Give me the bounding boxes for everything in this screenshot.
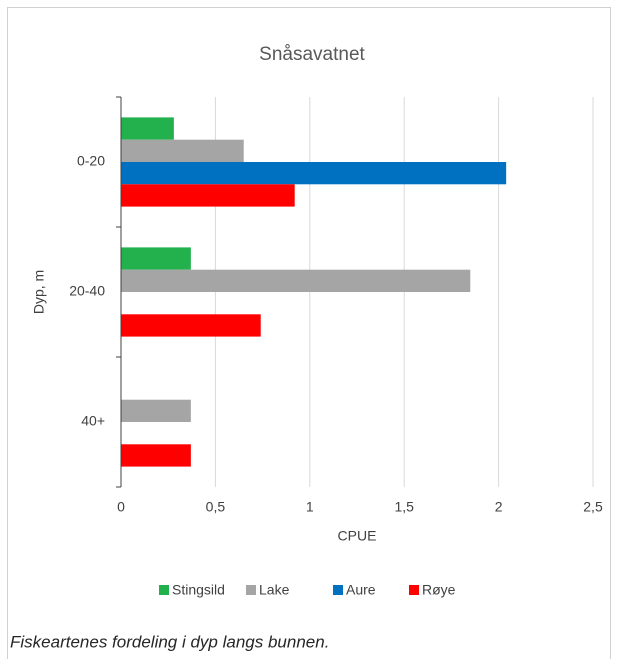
x-tick-label: 1,5: [394, 499, 414, 515]
bar: [121, 117, 174, 140]
legend-swatch: [409, 585, 419, 595]
x-tick-label: 0: [117, 499, 125, 515]
caption: Fiskeartenes fordeling i dyp langs bunne…: [10, 632, 329, 651]
x-tick-label: 2,5: [583, 499, 603, 515]
y-tick-label: 0-20: [77, 153, 105, 169]
legend-label: Aure: [346, 582, 376, 598]
y-tick-label: 40+: [81, 413, 105, 429]
y-axis-label: Dyp, m: [31, 270, 47, 314]
legend-swatch: [246, 585, 256, 595]
bar: [121, 247, 191, 270]
chart-frame: [7, 7, 611, 659]
bar: [121, 314, 261, 337]
legend-label: Stingsild: [172, 582, 225, 598]
legend-swatch: [333, 585, 343, 595]
bar: [121, 399, 191, 422]
bar: [121, 269, 471, 292]
legend-swatch: [159, 585, 169, 595]
y-tick-label: 20-40: [69, 283, 105, 299]
chart-title: Snåsavatnet: [259, 44, 365, 65]
legend-label: Lake: [259, 582, 290, 598]
x-tick-label: 1: [306, 499, 314, 515]
bar: [121, 444, 191, 467]
x-tick-label: 0,5: [206, 499, 226, 515]
bar: [121, 162, 507, 185]
bar: [121, 184, 295, 207]
x-tick-label: 2: [495, 499, 503, 515]
bar: [121, 139, 244, 162]
x-axis-label: CPUE: [338, 528, 377, 544]
legend-label: Røye: [422, 582, 456, 598]
